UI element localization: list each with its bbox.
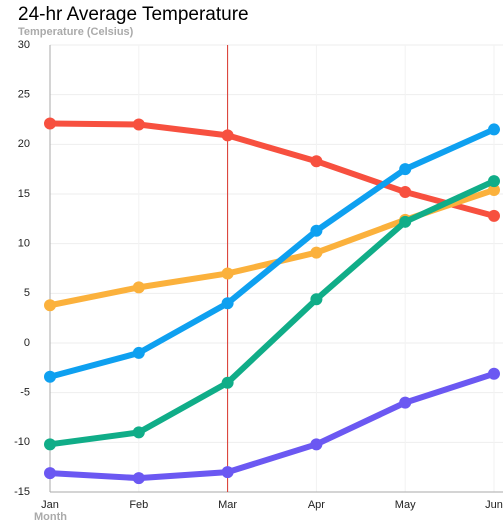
- y-tick-label: -15: [14, 486, 30, 498]
- data-point: [132, 118, 145, 131]
- x-tick-label: Feb: [129, 499, 148, 511]
- x-tick-label: May: [395, 499, 416, 511]
- data-point: [488, 175, 500, 188]
- y-tick-label: 25: [18, 89, 30, 101]
- series-line: [47, 178, 497, 448]
- data-point: [221, 267, 234, 280]
- data-point: [44, 467, 56, 480]
- data-point: [399, 215, 412, 228]
- series-line: [47, 187, 497, 309]
- x-tick-label: Jun: [485, 499, 503, 511]
- y-tick-label: 0: [24, 337, 30, 349]
- y-tick-label: 30: [18, 39, 30, 51]
- data-point: [221, 466, 234, 479]
- data-point: [399, 163, 412, 176]
- chart-title: 24-hr Average Temperature: [18, 4, 249, 25]
- data-point: [44, 117, 56, 130]
- y-tick-label: 5: [24, 287, 30, 299]
- y-tick-label: 10: [18, 238, 30, 250]
- data-point: [44, 370, 56, 383]
- data-point: [488, 184, 500, 197]
- series-line: [47, 120, 497, 219]
- data-point: [310, 224, 323, 237]
- data-point: [132, 346, 145, 359]
- data-point: [132, 472, 145, 485]
- data-point: [399, 186, 412, 199]
- data-point: [132, 281, 145, 294]
- x-axis-label: Month: [34, 511, 67, 522]
- y-tick-label: 15: [18, 188, 30, 200]
- x-tick-label: Apr: [308, 499, 325, 511]
- y-tick-label: -5: [20, 387, 30, 399]
- data-point: [221, 129, 234, 142]
- data-point: [221, 376, 234, 389]
- x-tick-label: Mar: [218, 499, 237, 511]
- data-point: [488, 367, 500, 380]
- data-point: [310, 293, 323, 306]
- data-point: [310, 438, 323, 451]
- data-point: [488, 123, 500, 136]
- data-point: [44, 438, 56, 451]
- series-line: [47, 126, 497, 380]
- data-point: [132, 426, 145, 439]
- y-tick-label: 20: [18, 138, 30, 150]
- data-point: [310, 155, 323, 168]
- data-point: [399, 396, 412, 409]
- x-tick-label: Jan: [41, 499, 59, 511]
- data-point: [310, 246, 323, 259]
- data-point: [488, 209, 500, 222]
- series-line: [47, 370, 497, 482]
- y-axis-label: Temperature (Celsius): [18, 26, 134, 38]
- data-point: [44, 299, 56, 312]
- data-point: [221, 297, 234, 310]
- y-tick-label: -10: [14, 436, 30, 448]
